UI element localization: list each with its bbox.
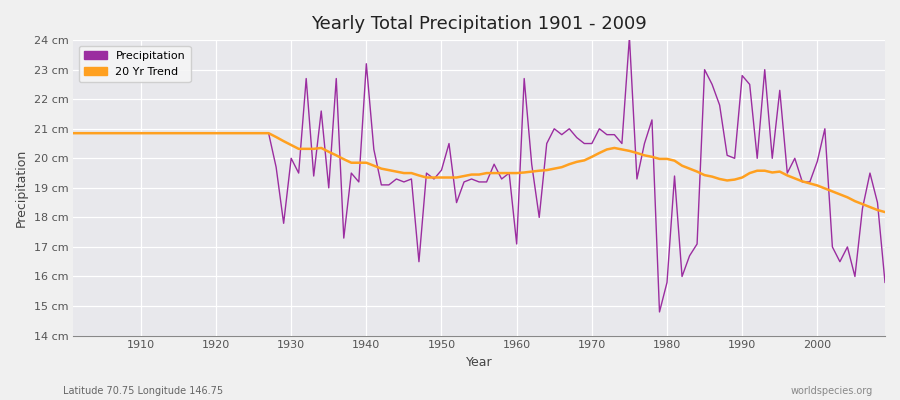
Text: worldspecies.org: worldspecies.org <box>791 386 873 396</box>
Y-axis label: Precipitation: Precipitation <box>15 149 28 227</box>
X-axis label: Year: Year <box>466 356 492 369</box>
Text: Latitude 70.75 Longitude 146.75: Latitude 70.75 Longitude 146.75 <box>63 386 223 396</box>
Legend: Precipitation, 20 Yr Trend: Precipitation, 20 Yr Trend <box>78 46 191 82</box>
Title: Yearly Total Precipitation 1901 - 2009: Yearly Total Precipitation 1901 - 2009 <box>311 15 647 33</box>
